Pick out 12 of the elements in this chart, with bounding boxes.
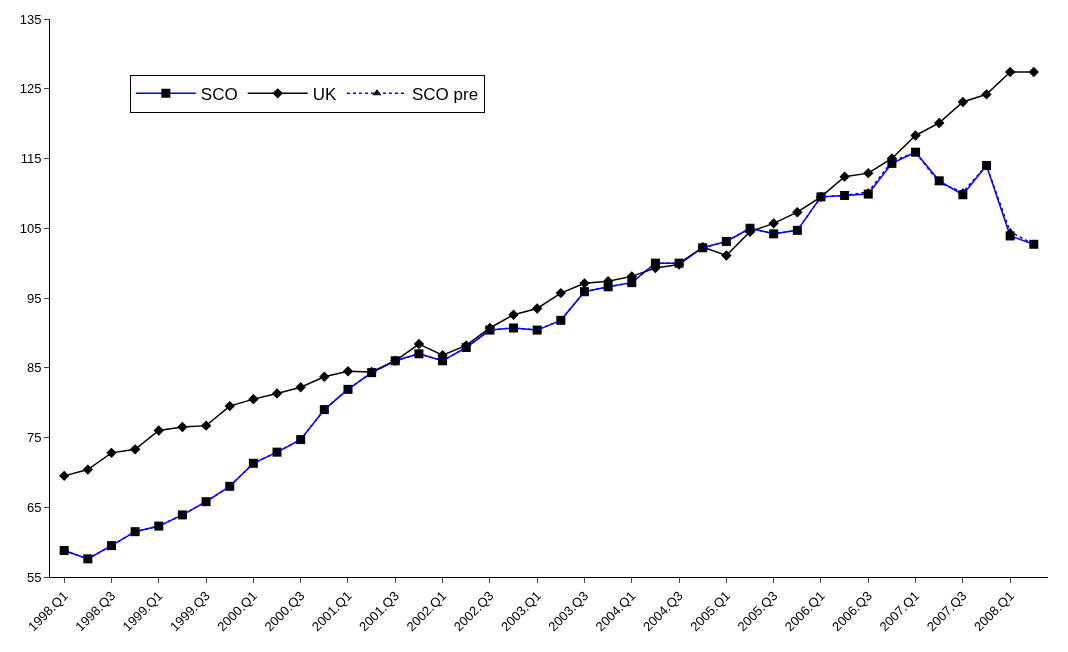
y-tick-label: 65	[26, 499, 42, 515]
y-tick-label: 135	[19, 11, 42, 27]
y-tick-label: 115	[20, 151, 42, 167]
y-tick-label: 85	[26, 360, 42, 376]
y-tick-label: 55	[26, 569, 42, 585]
y-tick-label: 105	[19, 220, 42, 236]
y-tick-label: 125	[19, 81, 42, 97]
y-tick-label: 75	[26, 430, 42, 446]
legend-label: SCO pre	[411, 84, 479, 104]
legend-label: UK	[312, 84, 337, 104]
legend-label: SCO	[200, 84, 238, 104]
y-tick-label: 95	[26, 290, 42, 306]
